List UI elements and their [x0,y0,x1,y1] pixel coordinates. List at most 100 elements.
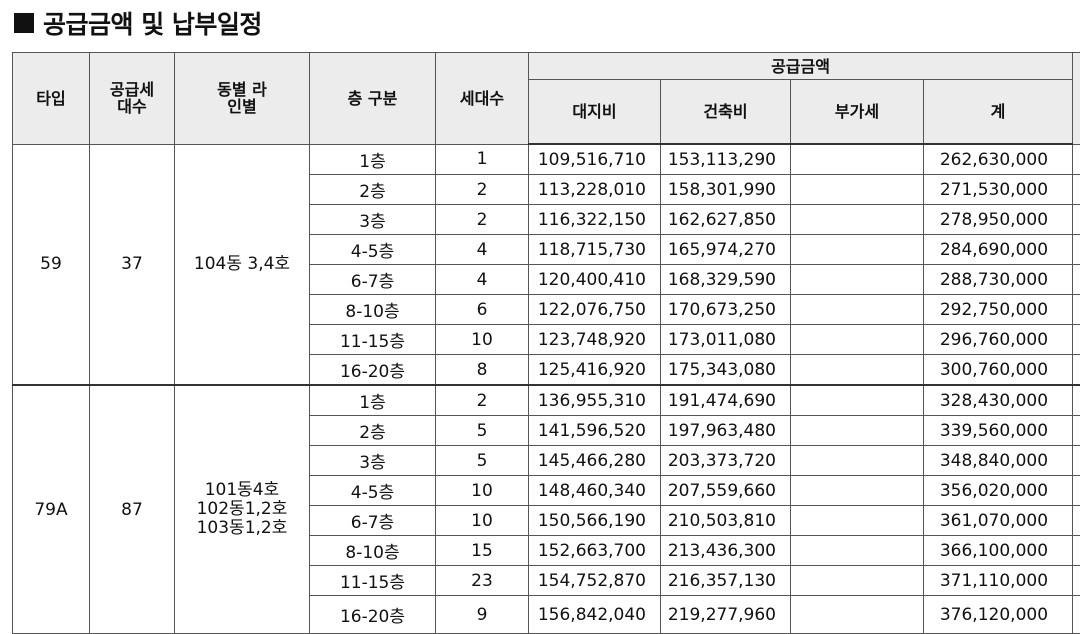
supply-units-cell: 37 [90,144,175,385]
building-cost-cell: 168,329,590 [661,265,791,295]
households-cell: 5 [436,416,529,446]
overflow-cell [1073,175,1080,205]
vat-cell [791,506,924,536]
households-cell: 23 [436,566,529,596]
households-cell: 10 [436,476,529,506]
header-building-line: 동별 라인별 [175,53,310,145]
vat-cell [791,566,924,596]
land-cost-cell: 116,322,150 [529,205,661,235]
vat-cell [791,536,924,566]
building-line-text: 104동 3,4호 [175,255,309,274]
overflow-cell [1073,536,1080,566]
total-cell: 288,730,000 [924,265,1073,295]
overflow-cell [1073,205,1080,235]
building-cost-cell: 162,627,850 [661,205,791,235]
page-title: 공급금액 및 납부일정 [14,5,262,41]
type-cell: 59 [13,144,90,385]
floor-cell: 2층 [310,175,436,205]
header-households: 세대수 [436,53,529,145]
vat-cell [791,325,924,355]
land-cost-cell: 150,566,190 [529,506,661,536]
building-cost-cell: 210,503,810 [661,506,791,536]
floor-cell: 16-20층 [310,355,436,386]
overflow-cell [1073,265,1080,295]
vat-cell [791,175,924,205]
building-line-text: 101동4호 102동1,2호 103동1,2호 [196,481,288,538]
building-cost-cell: 158,301,990 [661,175,791,205]
building-cost-cell: 170,673,250 [661,295,791,325]
overflow-cell [1073,325,1080,355]
total-cell: 292,750,000 [924,295,1073,325]
floor-cell: 11-15층 [310,325,436,355]
vat-cell [791,355,924,386]
header-total: 계 [924,80,1073,145]
households-cell: 15 [436,536,529,566]
vat-cell [791,385,924,416]
overflow-cell [1073,144,1080,175]
total-cell: 296,760,000 [924,325,1073,355]
land-cost-cell: 154,752,870 [529,566,661,596]
header-floor: 층 구분 [310,53,436,145]
building-cost-cell: 173,011,080 [661,325,791,355]
land-cost-cell: 120,400,410 [529,265,661,295]
land-cost-cell: 148,460,340 [529,476,661,506]
header-supply-units-text: 공급세대수 [108,81,156,115]
header-overflow-column [1073,53,1080,145]
overflow-cell [1073,295,1080,325]
land-cost-cell: 145,466,280 [529,446,661,476]
households-cell: 10 [436,325,529,355]
households-cell: 8 [436,355,529,386]
building-line-cell: 104동 3,4호 [175,144,310,385]
header-type: 타입 [13,53,90,145]
land-cost-cell: 125,416,920 [529,355,661,386]
land-cost-cell: 109,516,710 [529,144,661,175]
floor-cell: 8-10층 [310,295,436,325]
total-cell: 278,950,000 [924,205,1073,235]
building-cost-cell: 213,436,300 [661,536,791,566]
overflow-cell [1073,446,1080,476]
households-cell: 9 [436,596,529,634]
vat-cell [791,416,924,446]
vat-cell [791,476,924,506]
overflow-cell [1073,476,1080,506]
header-building-line-text: 동별 라인별 [212,81,272,115]
total-cell: 262,630,000 [924,144,1073,175]
households-cell: 4 [436,235,529,265]
households-cell: 1 [436,144,529,175]
building-cost-cell: 191,474,690 [661,385,791,416]
overflow-cell [1073,385,1080,416]
land-cost-cell: 156,842,040 [529,596,661,634]
supply-units-cell: 87 [90,385,175,634]
floor-cell: 3층 [310,446,436,476]
building-cost-cell: 175,343,080 [661,355,791,386]
overflow-cell [1073,596,1080,634]
vat-cell [791,144,924,175]
building-cost-cell: 165,974,270 [661,235,791,265]
header-supply-units: 공급세대수 [90,53,175,145]
vat-cell [791,205,924,235]
land-cost-cell: 122,076,750 [529,295,661,325]
building-cost-cell: 197,963,480 [661,416,791,446]
total-cell: 328,430,000 [924,385,1073,416]
total-cell: 356,020,000 [924,476,1073,506]
households-cell: 2 [436,175,529,205]
floor-cell: 4-5층 [310,235,436,265]
floor-cell: 6-7층 [310,506,436,536]
vat-cell [791,235,924,265]
households-cell: 6 [436,295,529,325]
total-cell: 348,840,000 [924,446,1073,476]
black-square-icon [14,13,34,33]
building-cost-cell: 203,373,720 [661,446,791,476]
total-cell: 361,070,000 [924,506,1073,536]
header-land: 대지비 [529,80,661,145]
land-cost-cell: 141,596,520 [529,416,661,446]
type-cell: 79A [13,385,90,634]
vat-cell [791,446,924,476]
households-cell: 5 [436,446,529,476]
total-cell: 300,760,000 [924,355,1073,386]
building-cost-cell: 219,277,960 [661,596,791,634]
overflow-cell [1073,355,1080,386]
